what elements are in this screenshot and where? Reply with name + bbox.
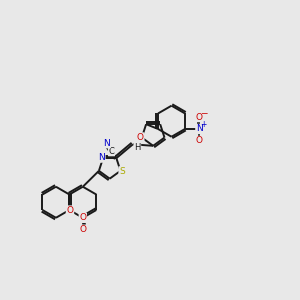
Text: −: − bbox=[200, 108, 208, 117]
Text: N: N bbox=[98, 153, 105, 162]
Text: O: O bbox=[196, 112, 203, 122]
Text: C: C bbox=[109, 147, 114, 156]
Text: O: O bbox=[67, 206, 73, 215]
Text: O: O bbox=[79, 213, 86, 222]
Text: O: O bbox=[196, 136, 203, 146]
Text: O: O bbox=[80, 225, 87, 234]
Text: N: N bbox=[103, 139, 110, 148]
Text: +: + bbox=[201, 120, 207, 129]
Text: S: S bbox=[119, 167, 125, 176]
Text: H: H bbox=[134, 143, 140, 152]
Text: O: O bbox=[137, 133, 144, 142]
Text: N: N bbox=[196, 124, 203, 134]
